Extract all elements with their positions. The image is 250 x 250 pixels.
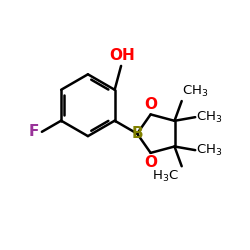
Text: CH$_3$: CH$_3$ (196, 142, 223, 158)
Text: B: B (131, 126, 143, 141)
Text: H$_3$C: H$_3$C (152, 169, 179, 184)
Text: O: O (144, 97, 157, 112)
Text: O: O (144, 155, 157, 170)
Text: CH$_3$: CH$_3$ (182, 84, 208, 99)
Text: OH: OH (110, 48, 135, 64)
Text: F: F (29, 124, 40, 139)
Text: CH$_3$: CH$_3$ (196, 110, 223, 125)
